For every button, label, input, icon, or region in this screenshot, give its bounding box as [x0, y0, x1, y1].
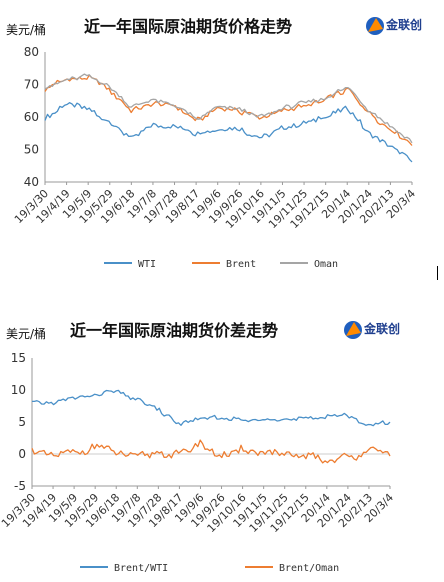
y-tick-label: 0 — [18, 447, 26, 461]
y-tick-label: 15 — [11, 351, 26, 365]
legend-label: Brent — [226, 259, 256, 270]
logo: 金联创 — [366, 17, 422, 35]
price-chart: 美元/桶 近一年国际原油期货价格走势 金联创 405060708019/3/30… — [6, 17, 422, 270]
series-line-brent — [44, 74, 413, 146]
series-line-brent-wti — [32, 389, 391, 427]
y-tick-label: 10 — [11, 383, 26, 397]
logo-text: 金联创 — [385, 17, 422, 32]
spread-chart-title: 近一年国际原油期货价差走势 — [70, 321, 278, 340]
series-line-brent-oman — [31, 439, 391, 464]
y-tick-label: 70 — [24, 78, 39, 92]
y-tick-label: 5 — [18, 415, 26, 429]
legend-label: Brent/Oman — [279, 563, 339, 574]
price-chart-legend: WTI Brent Oman — [104, 259, 338, 270]
spread-chart: 美元/桶 近一年国际原油期货价差走势 金联创 -505101519/3/3019… — [0, 321, 400, 574]
page-marker — [437, 266, 438, 280]
y-tick-label: 60 — [24, 110, 39, 124]
y-tick-label: -5 — [14, 479, 26, 493]
series-line-wti — [44, 102, 413, 163]
price-chart-plot-area: 405060708019/3/3019/4/1919/5/919/5/2919/… — [12, 45, 418, 231]
legend-label: WTI — [138, 259, 156, 270]
logo: 金联创 — [344, 321, 400, 339]
logo-icon-accent — [368, 18, 383, 32]
spread-chart-plot-area: -505101519/3/3019/4/1919/5/919/5/2919/6/… — [0, 351, 396, 535]
spread-chart-legend: Brent/WTI Brent/Oman — [80, 563, 339, 574]
series-line-oman — [44, 73, 413, 144]
y-tick-label: 80 — [24, 45, 39, 59]
legend-label: Oman — [314, 259, 338, 270]
logo-icon-accent — [346, 322, 361, 336]
price-chart-unit-label: 美元/桶 — [6, 22, 46, 37]
logo-text: 金联创 — [363, 321, 400, 336]
legend-label: Brent/WTI — [114, 563, 168, 574]
y-tick-label: 40 — [24, 175, 39, 189]
price-chart-title: 近一年国际原油期货价格走势 — [84, 17, 292, 36]
y-tick-label: 50 — [24, 143, 39, 157]
spread-chart-unit-label: 美元/桶 — [6, 326, 46, 341]
